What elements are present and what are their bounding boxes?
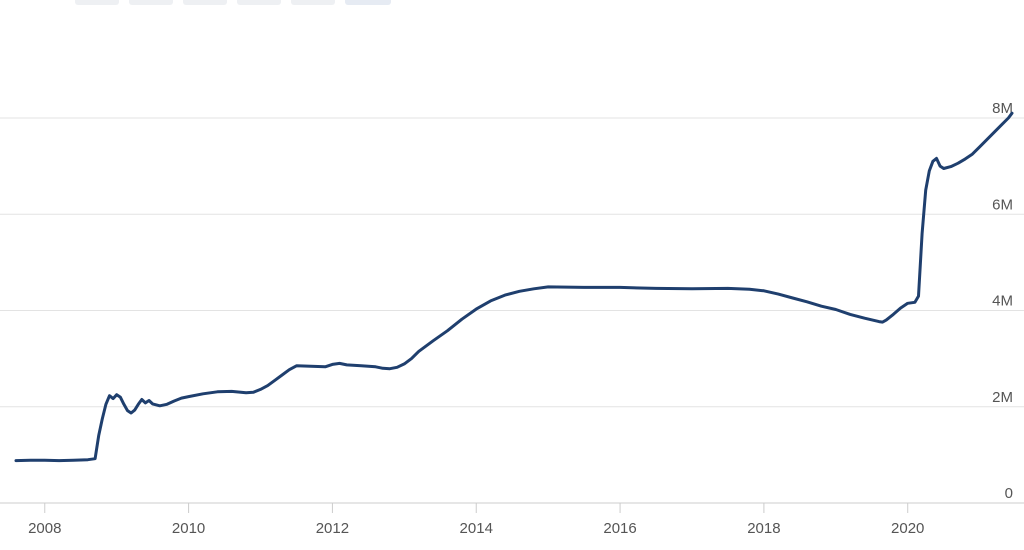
x-tick-label: 2008 bbox=[28, 520, 61, 537]
range-tab[interactable] bbox=[237, 0, 281, 5]
range-tab[interactable] bbox=[291, 0, 335, 5]
y-tick-label: 0 bbox=[1005, 485, 1013, 502]
y-axis-ticks: 0 2M 4M 6M 8M bbox=[992, 100, 1013, 502]
y-tick-label: 2M bbox=[992, 389, 1013, 406]
x-tick-label: 2018 bbox=[747, 520, 780, 537]
x-tick-label: 2014 bbox=[460, 520, 493, 537]
x-tick-label: 2020 bbox=[891, 520, 924, 537]
y-tick-label: 6M bbox=[992, 196, 1013, 213]
range-tab[interactable] bbox=[75, 0, 119, 5]
y-tick-label: 4M bbox=[992, 293, 1013, 310]
grid-lines bbox=[0, 117, 1024, 408]
x-axis-ticks: 2008 2010 2012 2014 2016 2018 2020 bbox=[28, 503, 924, 537]
series-line bbox=[14, 111, 1014, 463]
x-tick-label: 2016 bbox=[603, 520, 636, 537]
range-tab[interactable] bbox=[129, 0, 173, 5]
x-tick-label: 2012 bbox=[316, 520, 349, 537]
y-tick-label: 8M bbox=[992, 100, 1013, 117]
range-tab[interactable] bbox=[183, 0, 227, 5]
range-tab[interactable] bbox=[345, 0, 391, 5]
x-tick-label: 2010 bbox=[172, 520, 205, 537]
